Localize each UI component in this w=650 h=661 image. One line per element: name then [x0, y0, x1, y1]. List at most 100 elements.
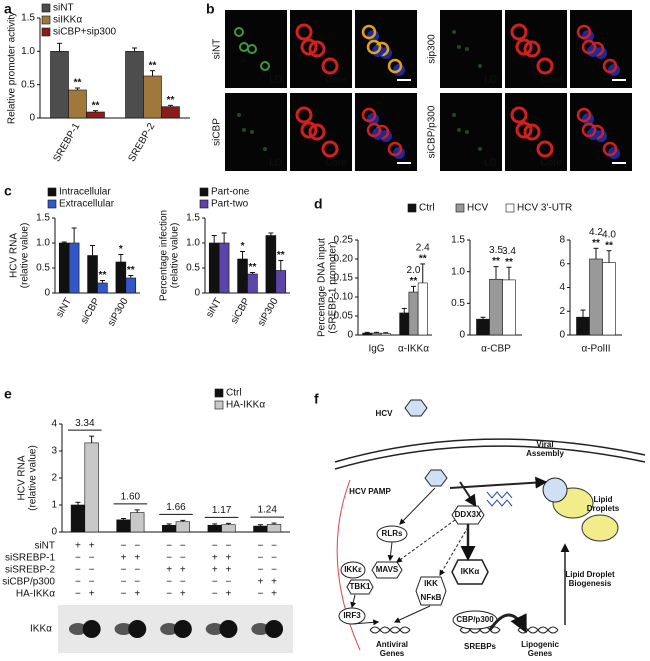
bar: [417, 282, 428, 336]
y-tick-label: 4: [51, 419, 57, 430]
table-cell: −: [257, 553, 263, 564]
bar: [86, 111, 105, 119]
y-tick-label: 0.5: [36, 263, 50, 274]
x-tick-label: siCBP: [229, 296, 253, 326]
significance: **: [410, 276, 418, 287]
x-tick-label: α-PolII: [581, 344, 610, 355]
significance: *: [241, 241, 245, 252]
panel-label: f: [314, 391, 319, 407]
y-tick-label: 0.20: [334, 254, 354, 265]
table-cell: +: [166, 565, 172, 576]
row-label: sip300: [427, 34, 438, 64]
ld-signal: [465, 130, 469, 134]
legend-label: Part-two: [211, 199, 249, 210]
y-tick-label: 1.5: [36, 213, 50, 224]
row-label: HA-IKKα: [16, 589, 55, 600]
node-label: Antiviral: [376, 640, 408, 649]
merge-signal: [361, 24, 377, 40]
table-cell: −: [212, 589, 218, 600]
node-label: Genes: [528, 649, 553, 658]
table-cell: +: [134, 553, 140, 564]
y-tick-label: 0.5: [186, 263, 200, 274]
bar: [50, 51, 69, 119]
y-axis-label: (relative value): [20, 223, 31, 289]
row-label: siNT: [34, 541, 55, 552]
node-label: Biogenesis: [569, 579, 612, 588]
y-tick-label: 2: [559, 306, 565, 317]
bar: [576, 316, 590, 336]
ld-signal: [242, 128, 246, 132]
x-tick-label: SREBP-2: [126, 121, 157, 164]
x-tick-label: siCBP: [79, 296, 103, 326]
bar: [237, 258, 248, 294]
fold-label: 1.17: [212, 505, 232, 516]
core-signal: [308, 40, 326, 58]
y-tick-label: 0: [459, 330, 465, 341]
table-cell: −: [75, 577, 81, 588]
table-cell: −: [257, 565, 263, 576]
x-tick-label: siP300: [106, 296, 131, 328]
table-cell: −: [180, 541, 186, 552]
micrograph: [505, 10, 567, 88]
merge-signal: [366, 39, 382, 55]
fold-label: 2.4: [416, 243, 430, 254]
table-cell: −: [121, 577, 127, 588]
significance: **: [492, 256, 500, 267]
row-label: siSREBP-2: [5, 565, 55, 576]
core-signal: [321, 140, 339, 158]
bar: [253, 525, 268, 533]
node-label: IKKα: [461, 567, 480, 576]
row-label: siSREBP-1: [5, 553, 55, 564]
legend-swatch: [41, 3, 51, 13]
ld-signal: [478, 64, 482, 68]
y-axis-label: HCV RNA: [17, 455, 28, 500]
core-signal: [510, 106, 528, 124]
table-cell: −: [89, 577, 95, 588]
y-axis-label: (relative value): [28, 445, 39, 511]
bar: [207, 524, 222, 533]
table-cell: −: [271, 565, 277, 576]
bar: [84, 442, 99, 533]
bar: [115, 261, 127, 294]
core-signal: [295, 23, 313, 41]
table-cell: −: [180, 577, 186, 588]
merge-signal: [602, 58, 618, 74]
table-cell: −: [226, 577, 232, 588]
y-axis-label: Percentage DNA input: [317, 238, 328, 337]
node-label: Droplets: [587, 504, 620, 513]
significance: **: [605, 240, 613, 251]
ld-signal: [478, 147, 482, 151]
table-cell: −: [212, 541, 218, 552]
legend-swatch: [199, 187, 209, 197]
ld-signal: [457, 45, 461, 49]
y-tick-label: 3: [51, 446, 57, 457]
bar: [175, 521, 190, 533]
blot-band: [160, 623, 179, 635]
bar: [68, 89, 87, 119]
legend-swatch: [214, 400, 224, 410]
merge-signal: [581, 122, 597, 138]
node-label: HCV PAMP: [349, 487, 391, 496]
bar: [162, 524, 177, 533]
bar: [502, 279, 516, 336]
core-signal: [510, 23, 528, 41]
panel-label: d: [314, 196, 323, 212]
bar: [68, 242, 80, 294]
bar: [143, 75, 162, 119]
core-signal: [300, 121, 318, 139]
node-label: DDX3X: [455, 510, 482, 519]
ld-signal: [250, 130, 254, 134]
core-signal: [515, 121, 533, 139]
node-label: MAVS: [376, 565, 399, 574]
table-cell: −: [166, 541, 172, 552]
blot-band: [205, 623, 224, 635]
x-tick-label: siP300: [256, 296, 281, 328]
y-axis-label: (SREBP-1 promoter): [328, 241, 339, 333]
node-label: SREBPs: [464, 642, 497, 651]
channel-label: Core: [540, 75, 562, 86]
node-label: Lipid: [593, 495, 612, 504]
bar: [87, 255, 98, 294]
y-tick-label: 8: [559, 235, 565, 246]
bar: [489, 278, 503, 336]
